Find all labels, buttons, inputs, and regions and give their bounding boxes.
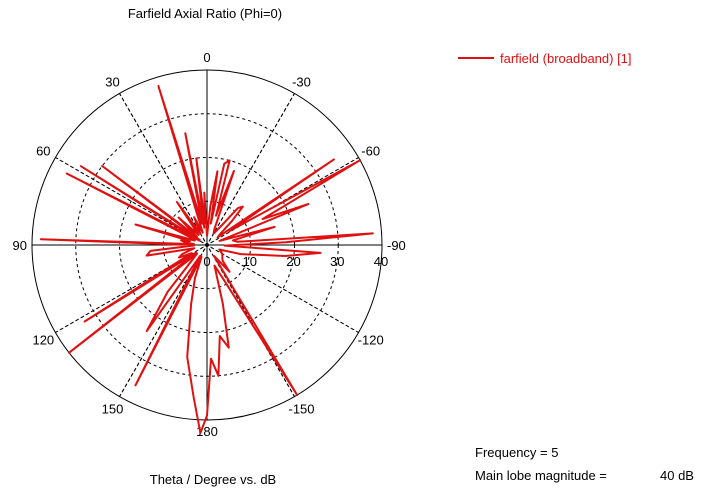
angle-label: -120 xyxy=(358,333,384,348)
main-lobe-label: Main lobe magnitude = xyxy=(475,468,607,483)
angle-label: -150 xyxy=(288,402,314,417)
polar-grid xyxy=(31,69,383,421)
radial-tick-label: 30 xyxy=(330,254,344,269)
angle-label: -30 xyxy=(292,74,311,89)
angle-label: 90 xyxy=(13,238,27,253)
legend-label: farfield (broadband) [1] xyxy=(500,51,632,66)
radial-tick-label: 40 xyxy=(374,254,388,269)
radial-tick-label: 20 xyxy=(286,254,300,269)
legend: farfield (broadband) [1] xyxy=(458,51,632,66)
angle-label: 150 xyxy=(102,402,124,417)
frequency-readout: Frequency = 5 xyxy=(475,445,559,460)
chart-title: Farfield Axial Ratio (Phi=0) xyxy=(128,6,282,21)
angle-label: 60 xyxy=(36,144,50,159)
angle-label: -90 xyxy=(387,238,406,253)
radial-tick-label: 0 xyxy=(203,254,210,269)
x-axis-label: Theta / Degree vs. dB xyxy=(150,472,276,487)
angle-label: 0 xyxy=(203,50,210,65)
series-layer xyxy=(39,85,374,434)
main-lobe-value: 40 dB xyxy=(660,468,694,483)
series-line xyxy=(39,85,374,434)
angle-label: 30 xyxy=(105,74,119,89)
radial-tick-labels: 0 10 20 30 40 xyxy=(203,254,388,269)
angle-label: -60 xyxy=(361,144,380,159)
angle-label: 120 xyxy=(32,333,54,348)
grid-spoke xyxy=(119,93,295,397)
radial-tick-label: 10 xyxy=(243,254,257,269)
